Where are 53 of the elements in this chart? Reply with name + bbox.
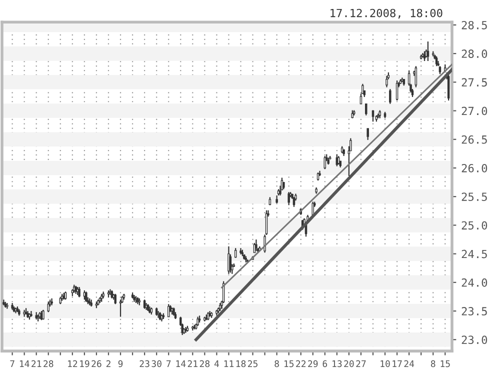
- x-tick-label: 23: [140, 360, 150, 368]
- candlestick: [288, 191, 290, 206]
- x-tick-label: 15: [284, 360, 294, 368]
- candlestick: [318, 170, 321, 177]
- x-tick-label: 19: [80, 360, 90, 368]
- x-tick-label: 9: [118, 360, 123, 368]
- x-tick-label: 15: [440, 360, 450, 368]
- y-tick-label: 24.5: [462, 250, 487, 258]
- x-tick-label: 4: [214, 360, 219, 368]
- candlestick: [365, 103, 368, 116]
- x-tick-label: 6: [322, 360, 328, 368]
- y-tick-label: 26.0: [462, 164, 488, 172]
- y-tick-label: 28.5: [462, 20, 487, 30]
- x-tick-label: 11: [224, 360, 234, 368]
- x-tick-label: 17: [392, 360, 402, 368]
- x-tick-label: 12: [68, 360, 78, 368]
- y-tick-label: 23.0: [462, 336, 488, 344]
- x-tick-label: 8: [274, 360, 279, 368]
- x-tick-label: 7: [166, 360, 171, 368]
- y-tick-label: 27.0: [462, 106, 488, 116]
- x-tick-label: 2: [106, 360, 110, 368]
- x-tick-label: 22: [296, 360, 306, 368]
- x-tick-label: 20: [344, 360, 354, 368]
- y-tick-label: 23.5: [462, 307, 487, 316]
- candlestick: [366, 128, 369, 140]
- x-tick-label: 24: [404, 360, 414, 368]
- candlestick: [255, 238, 258, 252]
- y-tick-label: 25.0: [462, 221, 488, 230]
- x-tick-label: 28: [44, 360, 54, 368]
- x-tick-label: 28: [200, 360, 210, 368]
- x-tick-label: 8: [430, 360, 436, 368]
- candlestick: [85, 291, 88, 302]
- x-tick-label: 10: [380, 360, 390, 368]
- y-tick-label: 27.5: [462, 78, 487, 87]
- y-tick-label: 26.5: [462, 135, 487, 144]
- x-tick-label: 21: [32, 360, 42, 368]
- text: 17.12.2008, 18:00: [330, 8, 442, 19]
- x-tick-label: 27: [356, 360, 366, 368]
- candlestick: [389, 88, 392, 104]
- y-tick-label: 28.0: [462, 50, 488, 58]
- x-tick-label: 14: [176, 360, 186, 368]
- candlestick: [372, 110, 374, 122]
- x-tick-label: 13: [332, 360, 342, 368]
- y-tick-label: 25.5: [462, 192, 487, 201]
- x-tick-label: 25: [248, 360, 258, 368]
- x-tick-label: 29: [308, 360, 318, 368]
- x-tick-label: 30: [152, 360, 162, 368]
- x-tick-label: 14: [20, 360, 30, 368]
- x-tick-label: 26: [92, 360, 102, 368]
- x-tick-label: 7: [10, 360, 14, 368]
- x-tick-label: 21: [188, 360, 198, 368]
- x-tick-label: 18: [236, 360, 246, 368]
- y-tick-label: 24.0: [462, 278, 488, 287]
